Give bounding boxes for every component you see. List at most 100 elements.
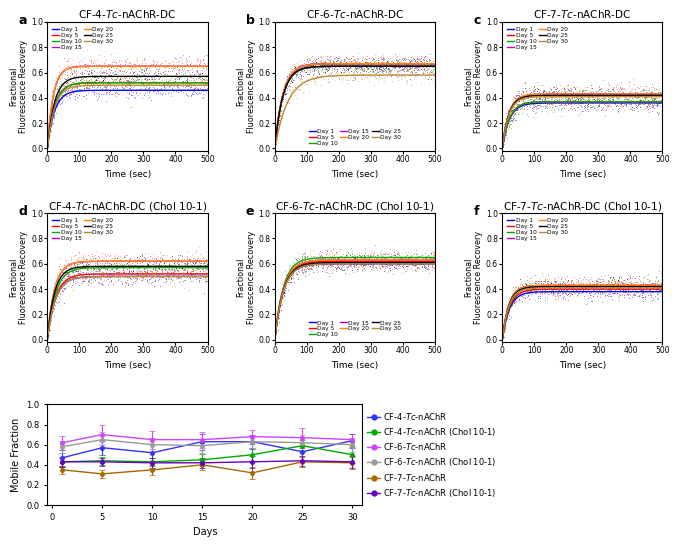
Point xyxy=(410,60,420,69)
Point xyxy=(47,291,58,300)
Point xyxy=(364,256,375,265)
Point xyxy=(174,263,185,272)
Point xyxy=(596,102,606,111)
Point xyxy=(611,92,622,100)
Point xyxy=(321,260,332,269)
Point xyxy=(427,247,438,255)
Point xyxy=(325,249,336,258)
Point xyxy=(101,88,112,97)
Point xyxy=(644,277,654,285)
Point xyxy=(90,276,101,284)
Point xyxy=(150,266,161,274)
Point xyxy=(134,255,145,264)
Point xyxy=(336,264,347,273)
Point xyxy=(296,61,307,70)
Point xyxy=(53,81,64,90)
Point xyxy=(156,255,167,264)
Point xyxy=(298,251,309,260)
Point xyxy=(404,253,415,262)
Point xyxy=(307,69,318,78)
Point xyxy=(529,79,540,88)
Point xyxy=(368,66,379,75)
Point xyxy=(642,97,653,106)
Point xyxy=(82,276,93,285)
Point xyxy=(172,84,183,93)
Point xyxy=(387,70,397,79)
Point xyxy=(141,64,151,72)
Point xyxy=(621,290,631,299)
Point xyxy=(405,62,416,71)
Point xyxy=(533,281,544,289)
Point xyxy=(151,265,162,274)
Point xyxy=(88,84,99,93)
Point xyxy=(281,98,292,107)
Point xyxy=(99,58,110,67)
Point xyxy=(644,88,655,97)
Point xyxy=(137,272,147,281)
Point xyxy=(72,79,83,87)
Point xyxy=(358,250,369,259)
Point xyxy=(413,58,424,66)
Point xyxy=(199,66,210,75)
Point xyxy=(285,82,295,91)
Point xyxy=(566,276,577,284)
Point xyxy=(347,259,358,268)
Point xyxy=(362,255,373,264)
Point xyxy=(378,57,389,66)
Point xyxy=(363,254,374,263)
Point xyxy=(405,63,416,71)
Point xyxy=(531,105,542,114)
Point xyxy=(105,275,116,284)
Point xyxy=(335,259,345,268)
Point xyxy=(533,93,544,102)
Point xyxy=(82,280,93,289)
Point xyxy=(310,257,320,266)
Point xyxy=(367,257,378,266)
Point xyxy=(93,273,104,282)
Point xyxy=(200,85,211,93)
Point xyxy=(139,63,150,72)
Point xyxy=(602,279,612,288)
Point xyxy=(359,261,370,270)
Point xyxy=(191,256,202,265)
Point xyxy=(378,61,389,70)
Point xyxy=(162,256,173,265)
Point xyxy=(574,286,585,295)
Point xyxy=(612,279,623,288)
Point xyxy=(58,274,69,283)
Point xyxy=(585,282,596,290)
Point xyxy=(130,72,141,81)
Point xyxy=(576,279,587,288)
Point xyxy=(299,66,310,75)
Point xyxy=(647,94,658,103)
Point xyxy=(281,270,291,279)
Point xyxy=(420,257,431,266)
Point xyxy=(383,264,394,272)
Point xyxy=(120,57,130,65)
Point xyxy=(66,281,77,289)
Point xyxy=(571,282,581,291)
Point xyxy=(565,97,576,105)
Point xyxy=(80,72,91,81)
Point xyxy=(651,88,662,97)
Point xyxy=(424,79,435,87)
Point xyxy=(156,265,167,274)
Point xyxy=(368,251,379,260)
Point xyxy=(201,79,212,87)
Point xyxy=(160,56,171,65)
Point xyxy=(334,265,345,273)
Point xyxy=(571,274,582,283)
Point xyxy=(537,102,548,110)
Point xyxy=(518,287,529,295)
Point xyxy=(579,283,590,292)
Point xyxy=(573,276,583,285)
Point xyxy=(530,287,541,295)
Point xyxy=(396,72,407,81)
Point xyxy=(283,273,293,282)
Point xyxy=(160,65,170,74)
Point xyxy=(506,298,517,306)
Point xyxy=(400,256,410,265)
Point xyxy=(299,267,310,276)
Point xyxy=(135,79,146,87)
Point xyxy=(54,89,65,98)
